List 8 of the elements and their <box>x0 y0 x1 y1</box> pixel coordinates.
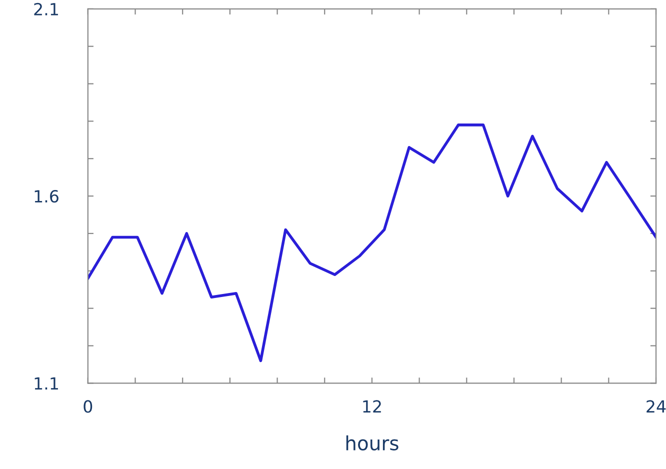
line-series <box>88 124 656 362</box>
x-tick-label: 12 <box>363 400 381 413</box>
x-tick-label: 0 <box>84 400 92 413</box>
x-axis-title: hours <box>346 435 398 450</box>
y-tick-label: 1.6 <box>34 190 58 203</box>
y-tick-label: 1.1 <box>34 377 58 390</box>
y-tick-label: 2.1 <box>34 2 58 16</box>
x-tick-label: 24 <box>646 400 666 413</box>
